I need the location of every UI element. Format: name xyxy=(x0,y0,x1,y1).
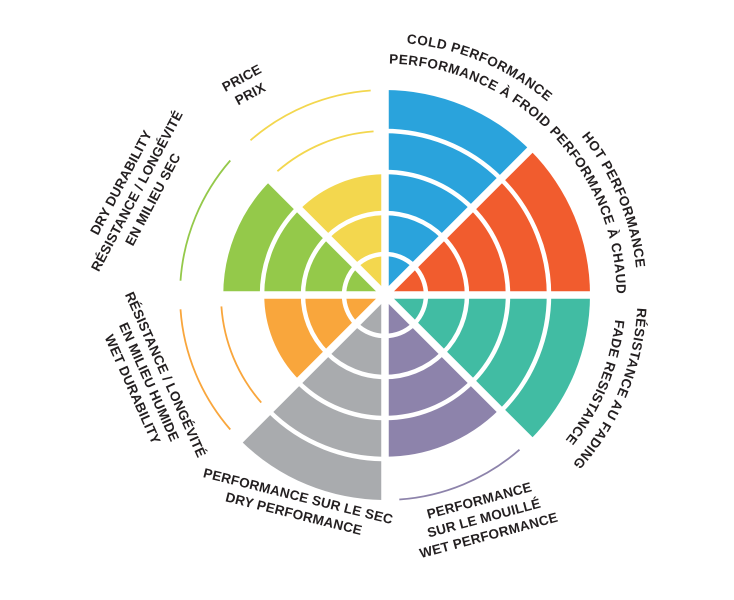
sector-gap-line xyxy=(235,145,388,298)
sector-wedges-layer xyxy=(221,90,590,501)
sector-dry-durability-label: DRY DURABILITYRÉSISTANCE / LONGÉVITÉEN M… xyxy=(72,100,201,283)
sector-dry-durability-scale-arc xyxy=(179,159,231,281)
sector-wet-durability-wedge xyxy=(262,295,385,382)
sector-dry-durability-label-line-1: RÉSISTANCE / LONGÉVITÉ xyxy=(88,108,186,274)
sector-dry-durability-wedge xyxy=(221,179,385,295)
sector-wet-performance-label: PERFORMANCESUR LE MOUILLÉWET PERFORMANCE xyxy=(409,475,560,561)
sector-price-label: PRICEPRIX xyxy=(220,62,273,111)
sector-gap-line xyxy=(382,292,535,445)
sector-fade-resistance-wedge xyxy=(385,295,590,440)
radial-gaps-layer xyxy=(177,87,593,503)
sector-hot-performance-wedge xyxy=(385,150,590,295)
sector-gap-line xyxy=(235,292,388,445)
sector-price-wedge xyxy=(298,172,385,295)
sector-wet-durability-scale-arc xyxy=(220,306,262,404)
sector-gap-line xyxy=(382,145,535,298)
sector-wet-performance-scale-arc xyxy=(399,449,521,501)
sector-dry-performance-wedge xyxy=(240,295,385,501)
sector-wet-durability-scale-arc xyxy=(179,309,231,431)
sector-cold-performance-wedge xyxy=(385,90,530,295)
sector-wet-performance-wedge xyxy=(385,295,501,459)
sector-price-scale-arc xyxy=(276,130,374,172)
sector-price-scale-arc xyxy=(249,89,371,141)
scale-outline-arcs-layer xyxy=(179,89,521,501)
sector-wet-durability-label: RÉSISTANCE / LONGÉVITÉEN MILIEU HUMIDEWE… xyxy=(89,290,209,475)
